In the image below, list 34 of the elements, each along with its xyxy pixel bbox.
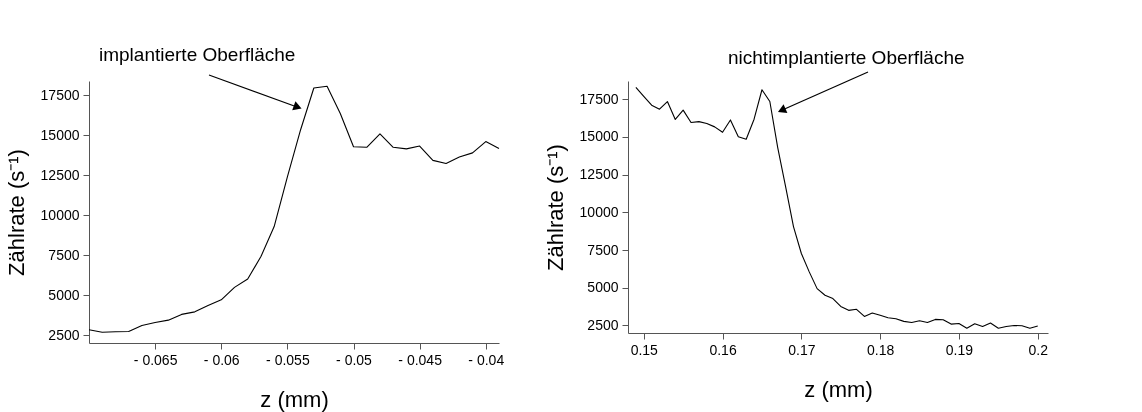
y-tick-label: 12500 xyxy=(40,166,80,183)
y-tick-label: 5000 xyxy=(48,286,80,303)
x-tick-label: - 0.065 xyxy=(133,351,178,368)
y-tick-label: 12500 xyxy=(579,166,619,183)
x-tick-label: 0.2 xyxy=(1028,341,1049,358)
x-tick-label: - 0.045 xyxy=(398,351,443,368)
x-tick-label: - 0.06 xyxy=(203,351,240,368)
x-tick-label: - 0.055 xyxy=(266,351,310,368)
x-tick-label: - 0.05 xyxy=(336,351,373,368)
x-tick-label: - 0.04 xyxy=(468,351,505,368)
y-tick-label: 10000 xyxy=(40,206,80,223)
x-tick-label: 0.19 xyxy=(945,341,974,358)
x-axis-title: z (mm) xyxy=(804,376,873,402)
x-axis-title: z (mm) xyxy=(260,386,329,412)
x-tick-label: 0.18 xyxy=(867,341,895,358)
y-tick-label: 15000 xyxy=(40,126,80,143)
y-tick-label: 17500 xyxy=(579,90,619,107)
x-tick-label: 0.15 xyxy=(630,341,659,358)
y-tick-label: 5000 xyxy=(587,279,619,296)
text: nichtimplantierte Oberfläche xyxy=(728,47,965,68)
y-tick-label: 17500 xyxy=(40,86,80,103)
y-tick-label: 7500 xyxy=(587,241,619,258)
line-series xyxy=(635,86,1039,329)
y-tick-label: 7500 xyxy=(48,246,80,263)
x-tick-label: 0.16 xyxy=(709,341,737,358)
y-axis-title: Zählrate (s⁻¹) xyxy=(3,149,29,276)
y-axis-title: Zählrate (s⁻¹) xyxy=(542,144,568,271)
y-tick-label: 2500 xyxy=(48,326,80,343)
line-series xyxy=(88,85,500,333)
y-tick-label: 2500 xyxy=(587,316,619,333)
y-tick-label: 10000 xyxy=(579,203,619,220)
x-tick-label: 0.17 xyxy=(788,341,816,358)
y-tick-label: 15000 xyxy=(579,128,619,145)
text: implantierte Oberfläche xyxy=(99,44,296,65)
